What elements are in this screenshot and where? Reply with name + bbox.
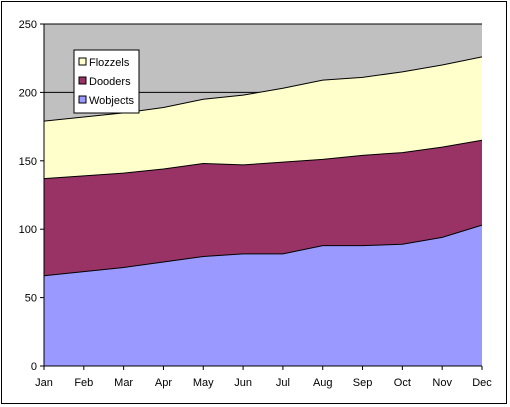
x-tick-label: Dec — [472, 377, 492, 389]
x-tick-label: Sep — [353, 377, 373, 389]
x-tick-label: May — [193, 377, 214, 389]
area-outline-dooders — [43, 139, 483, 180]
area-flozzels — [44, 56, 482, 179]
x-tick-label: Oct — [394, 377, 411, 389]
x-tick-label: Aug — [313, 377, 333, 389]
legend-label-dooders: Dooders — [89, 76, 131, 88]
legend: Flozzels Dooders Wobjects — [73, 49, 140, 114]
y-tick-label: 150 — [19, 156, 37, 168]
y-tick-label: 200 — [19, 87, 37, 99]
axes — [43, 24, 482, 367]
legend-label-wobjects: Wobjects — [89, 95, 135, 107]
y-tick-label: 250 — [19, 19, 37, 31]
x-tick-label: Jul — [276, 377, 290, 389]
legend-label-flozzels: Flozzels — [89, 57, 130, 69]
y-axis-ticks: 0 50 100 150 200 250 — [19, 19, 44, 373]
area-outline-flozzels — [43, 56, 483, 122]
y-tick-label: 50 — [25, 293, 37, 305]
legend-swatch-wobjects — [78, 95, 87, 104]
x-tick-label: Mar — [114, 377, 133, 389]
x-tick-label: Nov — [432, 377, 452, 389]
legend-swatch-flozzels — [78, 57, 87, 66]
y-tick-label: 0 — [31, 361, 37, 373]
x-tick-label: Feb — [74, 377, 93, 389]
x-tick-label: Apr — [155, 377, 172, 389]
area-dooders — [44, 140, 482, 276]
area-outline-wobjects — [43, 224, 483, 277]
x-tick-label: Jan — [35, 377, 53, 389]
series-areas — [43, 56, 483, 366]
x-axis-ticks: Jan Feb Mar Apr May Jun Jul Aug Sep Oct Nov Dec — [35, 366, 492, 389]
x-tick-label: Jun — [234, 377, 252, 389]
y-tick-label: 100 — [19, 224, 37, 236]
area-wobjects — [44, 225, 482, 366]
legend-swatch-dooders — [78, 76, 87, 85]
